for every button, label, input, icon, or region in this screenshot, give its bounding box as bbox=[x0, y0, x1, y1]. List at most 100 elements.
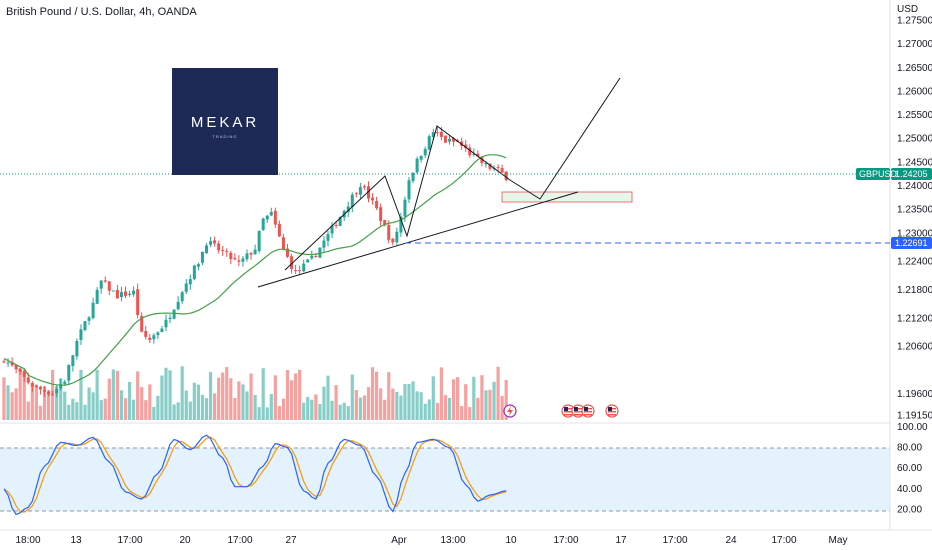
volume-bar bbox=[18, 369, 22, 420]
us-flag-icon[interactable] bbox=[571, 404, 585, 418]
price-tick-label: 1.21200 bbox=[897, 313, 932, 324]
volume-bar bbox=[107, 378, 111, 420]
trendline[interactable] bbox=[257, 191, 579, 288]
oscillator-tick-label: 80.00 bbox=[897, 443, 922, 454]
candle bbox=[209, 236, 213, 248]
volume-bar bbox=[346, 406, 350, 420]
projection-path[interactable] bbox=[284, 77, 621, 271]
candle bbox=[30, 381, 34, 392]
candle bbox=[132, 286, 136, 297]
candle bbox=[375, 196, 379, 211]
volume-bar bbox=[492, 381, 496, 420]
demand-zone[interactable] bbox=[501, 191, 633, 203]
volume-bar bbox=[460, 406, 464, 420]
time-tick-label: 10 bbox=[505, 535, 517, 546]
volume-bar bbox=[415, 391, 419, 420]
candle bbox=[253, 244, 257, 255]
candle bbox=[111, 290, 115, 292]
volume-bar bbox=[423, 403, 427, 420]
candle bbox=[22, 368, 26, 383]
time-tick-label: 27 bbox=[285, 535, 297, 546]
candle bbox=[488, 163, 492, 171]
volume-bar bbox=[314, 394, 318, 420]
volume-bar bbox=[298, 369, 302, 420]
candle bbox=[415, 156, 419, 175]
candle bbox=[184, 279, 188, 295]
candle bbox=[91, 297, 95, 320]
price-tick-label: 1.26000 bbox=[897, 86, 932, 97]
price-tick-label: 1.23000 bbox=[897, 228, 932, 239]
candle bbox=[302, 259, 306, 273]
candle bbox=[128, 290, 132, 297]
volume-bar bbox=[464, 384, 468, 420]
candle bbox=[107, 281, 111, 296]
us-flag-icon[interactable] bbox=[561, 404, 575, 418]
volume-bar bbox=[83, 404, 87, 420]
volume-bar bbox=[99, 400, 103, 420]
price-tick-label: 1.20600 bbox=[897, 342, 932, 353]
candle bbox=[281, 233, 285, 251]
time-axis-ticks[interactable]: 18:00 13 17:00 20 17:00 27 Apr 13:00 10 17:00 17 17… bbox=[15, 535, 847, 546]
volume-bar bbox=[334, 385, 338, 420]
candle bbox=[350, 192, 354, 213]
price-axis-ticks[interactable]: 1.27500 1.27000 1.26500 1.26000 1.25500 1.250… bbox=[897, 16, 932, 422]
volume-bar bbox=[160, 375, 164, 420]
candle bbox=[504, 170, 508, 182]
volume-bar bbox=[472, 376, 476, 420]
volume-bar bbox=[358, 397, 362, 420]
candle bbox=[160, 326, 164, 333]
volume-bar bbox=[427, 399, 431, 420]
candle bbox=[330, 222, 334, 239]
volume-bar bbox=[342, 402, 346, 420]
volume-bar bbox=[115, 370, 119, 420]
volume-bar bbox=[103, 398, 107, 420]
candle bbox=[196, 262, 200, 271]
price-tick-label: 1.21800 bbox=[897, 285, 932, 296]
volume-bar bbox=[326, 375, 330, 420]
volume-bar bbox=[366, 387, 371, 420]
volume-bar bbox=[111, 369, 115, 420]
volume-bars bbox=[2, 366, 508, 420]
us-flag-icon[interactable] bbox=[581, 404, 595, 418]
volume-bar bbox=[456, 377, 460, 420]
volume-bar bbox=[249, 373, 253, 420]
time-tick-label: 18:00 bbox=[15, 535, 40, 546]
price-tick-label: 1.27000 bbox=[897, 39, 932, 50]
volume-bar bbox=[391, 388, 395, 420]
price-tick-label: 1.27500 bbox=[897, 16, 932, 27]
time-tick-label: 17:00 bbox=[662, 535, 687, 546]
volume-bar bbox=[447, 397, 452, 420]
lightning-icon[interactable] bbox=[503, 404, 517, 418]
volume-bar bbox=[10, 392, 14, 420]
candle bbox=[38, 385, 42, 395]
candle bbox=[83, 321, 87, 332]
candle bbox=[261, 217, 265, 232]
oscillator-tick-label: 40.00 bbox=[897, 484, 922, 495]
volume-bar bbox=[383, 399, 387, 420]
candle bbox=[383, 219, 387, 227]
volume-bar bbox=[500, 395, 504, 420]
volume-bar bbox=[294, 373, 298, 420]
candle bbox=[217, 240, 221, 254]
volume-bar bbox=[488, 389, 492, 420]
volume-bar bbox=[188, 401, 192, 420]
volume-bar bbox=[277, 406, 281, 420]
volume-bar bbox=[354, 390, 358, 420]
candle bbox=[233, 253, 237, 261]
volume-bar bbox=[362, 395, 367, 420]
volume-bar bbox=[119, 390, 124, 420]
candle bbox=[176, 296, 180, 311]
volume-bar bbox=[338, 404, 342, 420]
stochastic-k-line bbox=[3, 434, 507, 516]
candle bbox=[172, 309, 176, 320]
us-flag-icon[interactable] bbox=[605, 404, 619, 418]
volume-bar bbox=[140, 387, 144, 420]
volume-bar bbox=[225, 367, 229, 420]
candle bbox=[395, 227, 399, 246]
volume-bar bbox=[71, 398, 75, 420]
volume-bar bbox=[180, 366, 184, 420]
volume-bar bbox=[204, 398, 209, 420]
volume-bar bbox=[123, 398, 128, 420]
candle bbox=[379, 203, 383, 226]
